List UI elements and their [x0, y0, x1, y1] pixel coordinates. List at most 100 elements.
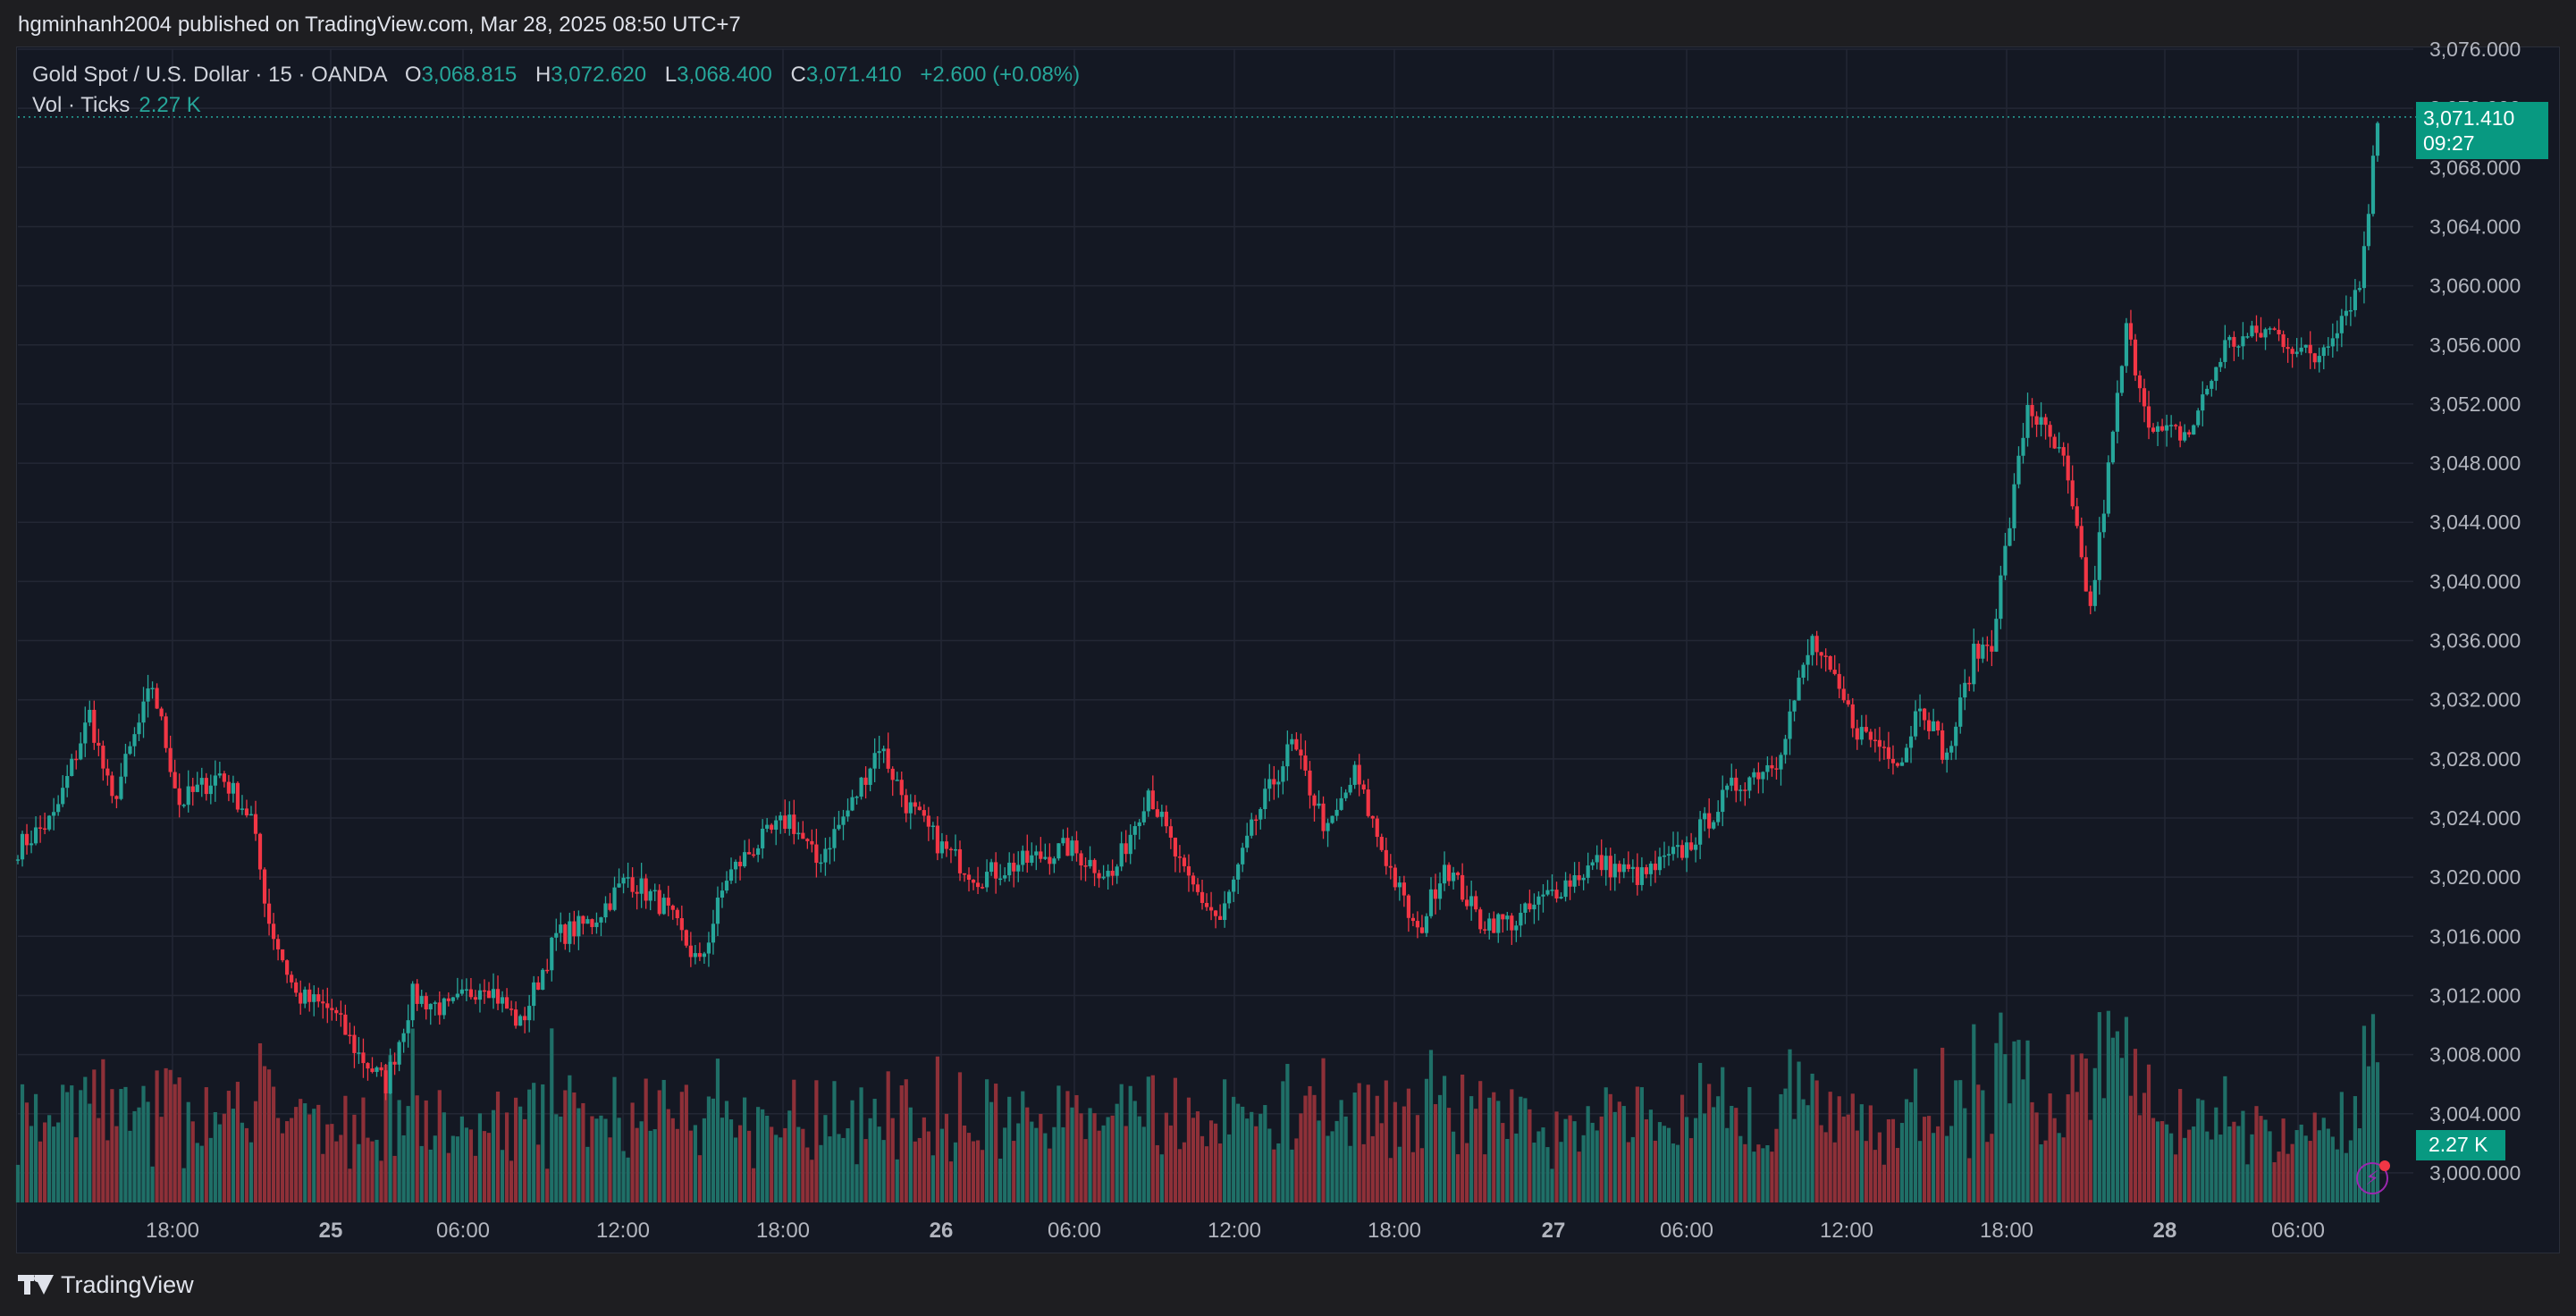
candle-body: [1043, 856, 1048, 859]
candle-body: [1936, 721, 1940, 731]
candle-body: [2361, 246, 2367, 289]
candle-body: [65, 775, 70, 789]
volume-bar: [509, 1160, 514, 1202]
candle-body: [2201, 394, 2205, 411]
candle-body: [550, 937, 554, 971]
volume-bar: [2137, 1115, 2142, 1202]
volume-bar: [1326, 1135, 1330, 1202]
candle-body: [2079, 526, 2084, 558]
volume-bar: [2245, 1164, 2250, 1202]
candle-body: [74, 758, 79, 761]
volume-bar: [294, 1107, 299, 1202]
candle-body: [585, 919, 590, 924]
volume-bar: [208, 1137, 213, 1202]
volume-bar: [2142, 1092, 2147, 1202]
candle-body: [1388, 865, 1393, 868]
candle-body: [1797, 677, 1801, 701]
volume-bar: [482, 1131, 487, 1202]
candle-body: [1469, 896, 1474, 907]
candle-body: [1232, 879, 1236, 892]
candle-body: [2286, 347, 2290, 350]
candle-body: [810, 840, 814, 845]
candle-body: [1895, 763, 1900, 766]
last-volume-tag: 2.27 K: [2416, 1130, 2505, 1160]
volume-bar: [2326, 1128, 2330, 1202]
candle-body: [532, 982, 536, 1007]
volume-bar: [1285, 1064, 1290, 1202]
candle-body: [1339, 797, 1343, 810]
volume-bar: [720, 1118, 725, 1202]
candle-body: [846, 810, 850, 817]
candle-body: [1707, 813, 1712, 829]
volume-bar: [24, 1102, 29, 1202]
volume-bar: [1976, 1084, 1981, 1202]
candle-body: [1177, 856, 1183, 858]
candle-body: [1913, 711, 1918, 737]
candle-body: [2084, 557, 2088, 592]
candle-body: [1832, 670, 1837, 674]
volume-bar: [688, 1130, 693, 1202]
volume-bar: [352, 1114, 357, 1202]
volume-bar: [1092, 1113, 1097, 1202]
candle-body: [2124, 323, 2129, 367]
candle-body: [1972, 644, 1976, 685]
candle-body: [1276, 781, 1281, 785]
volume-bar: [455, 1136, 459, 1202]
candle-body: [1168, 826, 1173, 838]
volume-bar: [477, 1113, 483, 1202]
candle-body: [2236, 346, 2241, 348]
volume-bar: [545, 1168, 550, 1202]
volume-bar: [79, 1090, 83, 1202]
candle-body: [1595, 855, 1599, 863]
volume-bar: [944, 1113, 949, 1202]
volume-bar: [1519, 1096, 1523, 1202]
volume-bar: [61, 1084, 65, 1202]
volume-bar: [401, 1135, 406, 1202]
candle-body: [2048, 425, 2052, 437]
candle-body: [648, 890, 652, 901]
volume-bar: [1859, 1104, 1864, 1202]
volume-bar: [397, 1100, 401, 1202]
candle-body: [2061, 447, 2066, 456]
candle-body: [2146, 406, 2151, 428]
volume-bar: [652, 1129, 657, 1202]
candle-body: [1917, 708, 1923, 712]
candle-body: [1150, 790, 1155, 810]
candle-body: [1783, 738, 1788, 755]
volume-bar: [1137, 1116, 1141, 1202]
volume-bar: [693, 1125, 697, 1202]
volume-bar: [1388, 1158, 1393, 1202]
candle-body: [1410, 917, 1416, 922]
candle-body: [985, 872, 989, 888]
candle-body: [119, 776, 123, 799]
candle-body: [2030, 405, 2034, 417]
candle-body: [2070, 480, 2075, 507]
volume-bar: [1985, 1142, 1990, 1202]
candle-body: [563, 924, 568, 944]
candle-body: [1312, 795, 1317, 806]
volume-bar: [2084, 1059, 2088, 1202]
candle-body: [486, 991, 492, 999]
volume-bar: [1406, 1088, 1410, 1202]
candle-body: [114, 796, 119, 799]
candle-body: [1012, 862, 1016, 872]
volume-bar: [468, 1129, 474, 1202]
candle-body: [787, 814, 792, 830]
candle-body: [213, 775, 217, 786]
candle-body: [1384, 849, 1388, 866]
volume-bar: [1994, 1042, 1999, 1202]
candle-body: [2277, 329, 2281, 334]
volume-bar: [670, 1118, 675, 1202]
volume-bar: [752, 1168, 756, 1202]
volume-bar: [1604, 1087, 1608, 1202]
volume-bar: [1630, 1136, 1635, 1202]
volume-bar: [1738, 1135, 1743, 1202]
volume-bar: [1213, 1123, 1218, 1202]
lightning-icon[interactable]: ⚡: [2356, 1160, 2390, 1194]
candle-body: [2187, 432, 2192, 435]
volume-bar: [1119, 1084, 1124, 1202]
candle-body: [1855, 728, 1859, 740]
volume-bar: [1554, 1111, 1559, 1202]
candle-body: [424, 996, 428, 1010]
